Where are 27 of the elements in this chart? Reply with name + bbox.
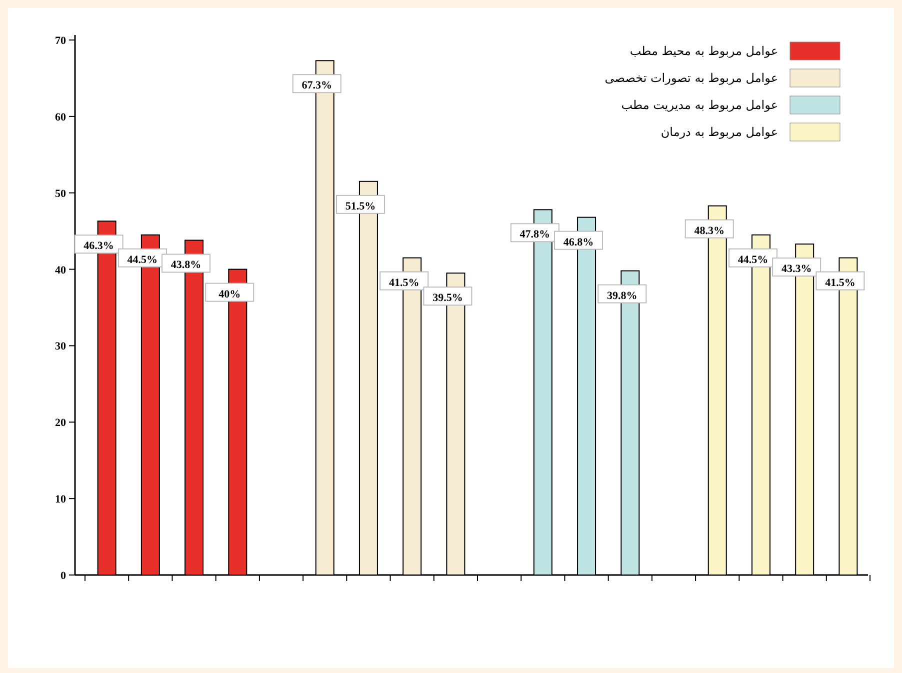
y-tick-label: 50 <box>55 188 66 200</box>
legend-label: عوامل مربوط به درمان <box>660 125 778 139</box>
data-label: 41.5% <box>825 276 856 289</box>
data-label: 43.3% <box>781 263 812 276</box>
data-label: 44.5% <box>738 254 768 266</box>
data-label: 46.8% <box>563 236 594 248</box>
y-tick-label: 10 <box>55 494 66 506</box>
data-label: 47.8% <box>520 228 550 241</box>
data-label: 67.3% <box>302 80 332 92</box>
y-tick-label: 0 <box>60 570 66 582</box>
data-label: 39.8% <box>607 290 638 302</box>
data-label: 46.3% <box>84 240 114 252</box>
y-tick-label: 60 <box>55 111 66 124</box>
y-tick-label: 70 <box>55 35 66 47</box>
data-label: 44.5% <box>127 254 158 266</box>
data-label: 43.8% <box>170 259 202 272</box>
legend-label: عوامل مربوط به مدیریت مطب <box>621 98 778 112</box>
y-tick-label: 40 <box>55 264 66 276</box>
legend-label: عوامل مربوط به محیط مطب <box>630 44 778 58</box>
data-label: 41.5% <box>388 276 420 289</box>
data-label: 51.5% <box>345 200 376 212</box>
y-tick-label: 20 <box>55 417 66 430</box>
data-label: 39.5% <box>432 292 463 304</box>
legend-label: عوامل مربوط به تصورات تخصصی <box>604 71 778 85</box>
data-label: 48.3% <box>694 224 724 237</box>
y-tick-label: 30 <box>55 340 66 353</box>
data-label: 40% <box>218 288 241 300</box>
